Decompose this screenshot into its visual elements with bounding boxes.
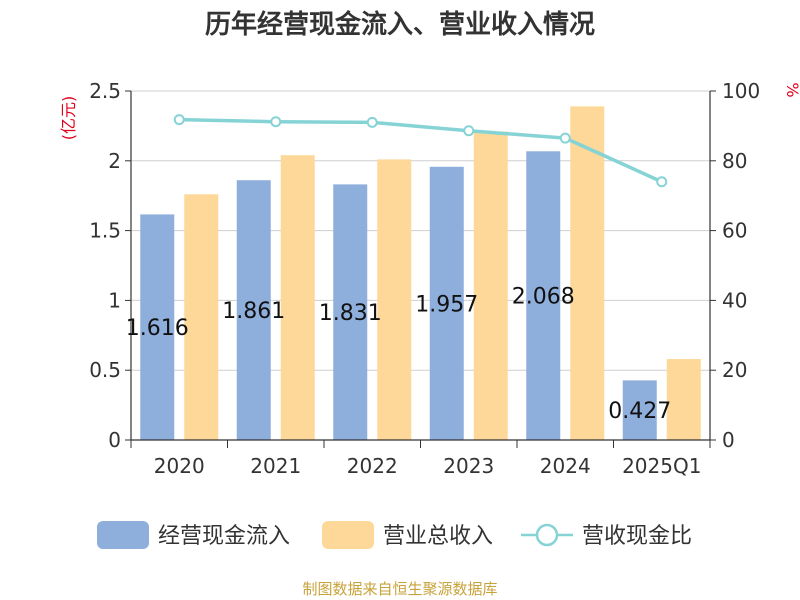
chart-title: 历年经营现金流入、营业收入情况 [205, 9, 595, 40]
right-axis-unit: % [783, 82, 800, 97]
bar-cash-inflow [526, 151, 561, 441]
left-tick-label: 0.5 [89, 358, 121, 382]
x-tick-label: 2022 [347, 454, 398, 478]
bar-cash-inflow [622, 380, 657, 440]
left-tick-label: 1.5 [89, 219, 121, 243]
bar-revenue [377, 159, 412, 441]
right-tick-label: 60 [722, 219, 747, 243]
left-tick-label: 0 [108, 428, 121, 452]
legend: 经营现金流入 营业总收入 营收现金比 [97, 521, 692, 549]
ratio-point [463, 125, 475, 137]
legend-label-cash-inflow: 经营现金流入 [158, 524, 290, 549]
right-tick-label: 40 [722, 288, 747, 312]
left-tick-label: 2.5 [89, 79, 121, 103]
tick-labels: 0 0.5 1 1.5 2 2.5 0 20 40 60 80 100 2020 2021 2022 2023… [89, 79, 760, 478]
legend-label-revenue: 营业总收入 [383, 524, 493, 549]
data-label: 1.957 [415, 292, 478, 317]
axes [125, 90, 716, 448]
bar-cash-inflow [429, 166, 464, 440]
legend-swatch-revenue [322, 521, 374, 549]
bar-revenue [184, 194, 219, 440]
ratio-point [270, 116, 282, 128]
data-label: 2.068 [512, 285, 575, 310]
bar-revenue [666, 359, 701, 440]
legend-label-ratio: 营收现金比 [582, 524, 692, 549]
right-tick-label: 20 [722, 358, 747, 382]
data-label: 1.831 [319, 301, 382, 326]
ratio-point [173, 114, 185, 126]
data-label: 1.616 [126, 316, 189, 341]
bar-revenue [570, 106, 605, 440]
x-tick-label: 2023 [443, 454, 494, 478]
data-labels: 1.616 1.861 1.831 1.957 2.068 0.427 [126, 285, 671, 425]
data-label: 1.861 [222, 299, 285, 324]
right-tick-label: 100 [722, 79, 760, 103]
source-note: 制图数据来自恒生聚源数据库 [302, 580, 497, 598]
bars [140, 106, 701, 441]
ratio-point [559, 132, 571, 144]
left-tick-label: 2 [108, 149, 121, 173]
bar-revenue [280, 155, 315, 440]
legend-swatch-cash-inflow [97, 521, 149, 549]
ratio-polyline [179, 117, 663, 184]
x-tick-label: 2020 [154, 454, 205, 478]
x-tick-label: 2021 [250, 454, 301, 478]
ratio-point [656, 176, 668, 188]
left-axis-unit: (亿元) [59, 96, 78, 141]
bar-revenue [473, 131, 508, 440]
bar-cash-inflow [236, 180, 271, 440]
x-tick-label: 2024 [540, 454, 591, 478]
ratio-line [173, 114, 668, 188]
ratio-point [366, 116, 378, 128]
left-tick-label: 1 [108, 288, 121, 312]
legend-marker-ratio [535, 523, 559, 547]
data-label: 0.427 [608, 399, 671, 424]
bar-cash-inflow [333, 184, 368, 440]
x-tick-label: 2025Q1 [622, 454, 701, 478]
right-tick-label: 0 [722, 428, 735, 452]
right-tick-label: 80 [722, 149, 747, 173]
bar-cash-inflow [140, 214, 175, 440]
